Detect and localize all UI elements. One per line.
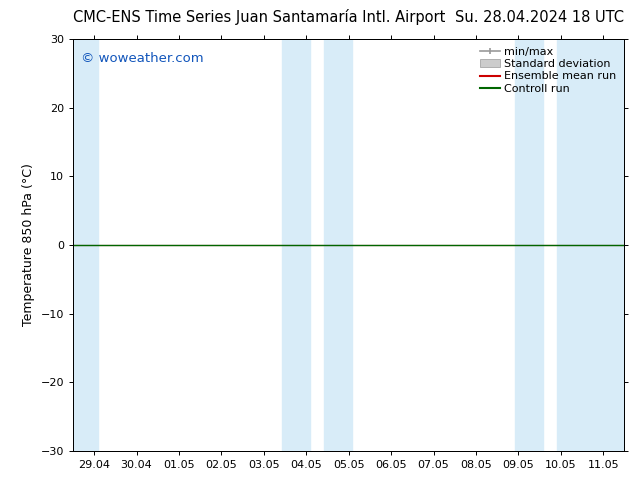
Y-axis label: Temperature 850 hPa (°C): Temperature 850 hPa (°C) bbox=[22, 164, 35, 326]
Text: CMC-ENS Time Series Juan Santamaría Intl. Airport: CMC-ENS Time Series Juan Santamaría Intl… bbox=[73, 9, 445, 25]
Bar bbox=[515, 39, 543, 451]
Text: © woweather.com: © woweather.com bbox=[81, 51, 204, 65]
Bar bbox=[557, 39, 624, 451]
Bar bbox=[281, 39, 309, 451]
Legend: min/max, Standard deviation, Ensemble mean run, Controll run: min/max, Standard deviation, Ensemble me… bbox=[478, 45, 619, 96]
Bar bbox=[73, 39, 98, 451]
Text: Su. 28.04.2024 18 UTC: Su. 28.04.2024 18 UTC bbox=[455, 10, 624, 24]
Bar bbox=[324, 39, 352, 451]
